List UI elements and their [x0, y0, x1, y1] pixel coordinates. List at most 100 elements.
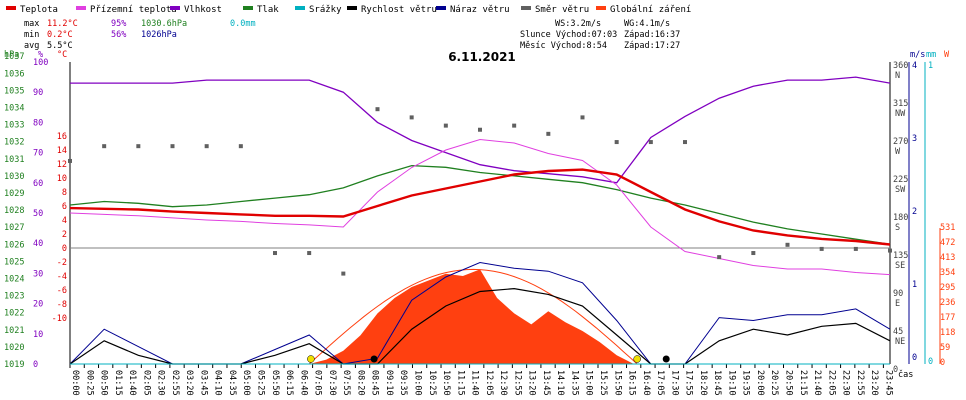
c-tick: -4: [57, 272, 67, 282]
legend-swatch: [347, 6, 357, 10]
wind-direction-point: [478, 127, 482, 132]
x-tick: 08:20: [355, 370, 365, 396]
ms-tick: 0: [912, 353, 917, 363]
stat-moon: Měsíc Východ:8:54: [520, 41, 607, 51]
w-tick: 236: [940, 298, 955, 308]
c-unit: °C: [57, 50, 67, 60]
w-unit: W: [944, 50, 950, 60]
legend-label: Globální záření: [610, 5, 691, 15]
x-tick: 13:45: [541, 370, 551, 396]
x-tick: 17:55: [684, 370, 694, 396]
wind-direction-point: [238, 144, 243, 149]
series-pressure: [69, 164, 891, 245]
c-tick: 14: [57, 146, 67, 156]
x-tick: 15:25: [598, 370, 608, 396]
series-ground-temp: [69, 138, 891, 276]
w-tick: 0: [940, 358, 945, 368]
legend-swatch: [596, 6, 606, 10]
legend-swatch: [521, 6, 531, 10]
legend-label: Rychlost větru: [361, 5, 437, 15]
legend-label: Srážky: [309, 5, 342, 15]
pct-tick: 40: [33, 239, 43, 249]
stat-max-hum: 95%: [111, 19, 126, 29]
legend-swatch: [295, 6, 305, 10]
pct-tick: 20: [33, 300, 43, 310]
dir-label: SE: [895, 261, 905, 271]
x-tick: 05:50: [270, 370, 280, 396]
stat-sun: Slunce Východ:07:03: [520, 30, 617, 40]
c-tick: 4: [62, 216, 67, 226]
x-tick: 23:45: [883, 370, 893, 396]
x-tick: 10:00: [412, 370, 422, 396]
wind-direction-point: [853, 246, 858, 251]
dir-tick: 90: [893, 289, 903, 299]
stat-min-hum: 56%: [111, 30, 126, 40]
stat-min-label: min: [24, 30, 39, 40]
legend-label: Tlak: [257, 5, 279, 15]
legend-label: Směr větru: [535, 5, 589, 15]
w-tick: 531: [940, 223, 955, 233]
ms-tick: 3: [912, 134, 917, 144]
x-tick: 08:45: [370, 370, 380, 396]
dir-label: N: [895, 71, 900, 81]
x-tick: 16:15: [627, 370, 637, 396]
x-tick: 18:20: [698, 370, 708, 396]
x-tick: 03:45: [198, 370, 208, 396]
hpa-tick: 1034: [4, 104, 24, 114]
x-tick: 19:10: [726, 370, 736, 396]
dir-label: SW: [895, 185, 906, 195]
pct-tick: 80: [33, 118, 43, 128]
dir-tick: 135: [893, 251, 908, 261]
x-tick: 09:35: [398, 370, 408, 396]
dir-label: NW: [895, 109, 906, 119]
hpa-tick: 1035: [4, 86, 24, 96]
legend-swatch: [6, 6, 16, 10]
wind-direction-point: [819, 246, 824, 251]
hpa-tick: 1025: [4, 257, 24, 267]
series-humidity: [70, 76, 891, 184]
c-tick: -10: [52, 314, 67, 324]
hpa-tick: 1030: [4, 172, 24, 182]
legend-swatch: [170, 6, 180, 10]
x-tick: 09:10: [384, 370, 394, 396]
wind-direction-point: [170, 144, 175, 149]
hpa-tick: 1024: [4, 275, 24, 285]
x-tick: 05:25: [256, 370, 266, 396]
c-tick: -6: [57, 286, 67, 296]
hpa-tick: 1020: [4, 343, 24, 353]
wind-direction-point: [68, 158, 72, 163]
hpa-tick: 1032: [4, 138, 24, 148]
legend-swatch: [76, 6, 86, 10]
pct-tick: 50: [33, 209, 43, 219]
x-tick: 14:10: [555, 370, 565, 396]
x-tick: 02:55: [170, 370, 180, 396]
c-tick: 2: [62, 230, 67, 240]
dir-label: NE: [895, 337, 905, 347]
moonrise-marker: [370, 355, 378, 363]
series-radiation-max: [308, 268, 638, 365]
x-tick: 20:25: [769, 370, 779, 396]
dir-tick: 360: [893, 61, 908, 71]
pct-tick: 10: [33, 330, 43, 340]
ms-tick: 1: [912, 280, 917, 290]
series-radiation-area: [309, 269, 634, 364]
chart-title: 6.11.2021: [448, 50, 516, 64]
dir-label: W: [895, 147, 901, 157]
stat-max-rain: 0.0mm: [230, 19, 256, 29]
legend: Teplota Přízemní teplota Vlhkost Tlak Srážky…: [6, 5, 691, 15]
c-tick: 0: [62, 244, 67, 254]
x-tick: 12:05: [484, 370, 494, 396]
wind-direction-point: [648, 140, 653, 145]
mm-tick: 1: [928, 61, 933, 71]
wind-direction-point: [683, 140, 687, 145]
hpa-tick: 1031: [4, 155, 24, 165]
x-tick: 17:30: [669, 370, 679, 396]
w-tick: 59: [940, 343, 950, 353]
c-tick: -8: [57, 300, 67, 310]
c-tick: 10: [57, 174, 67, 184]
dir-tick: 225: [893, 175, 908, 185]
dir-tick: 0: [893, 365, 898, 375]
wind-direction-point: [614, 140, 619, 145]
dir-tick: 45: [893, 327, 903, 337]
